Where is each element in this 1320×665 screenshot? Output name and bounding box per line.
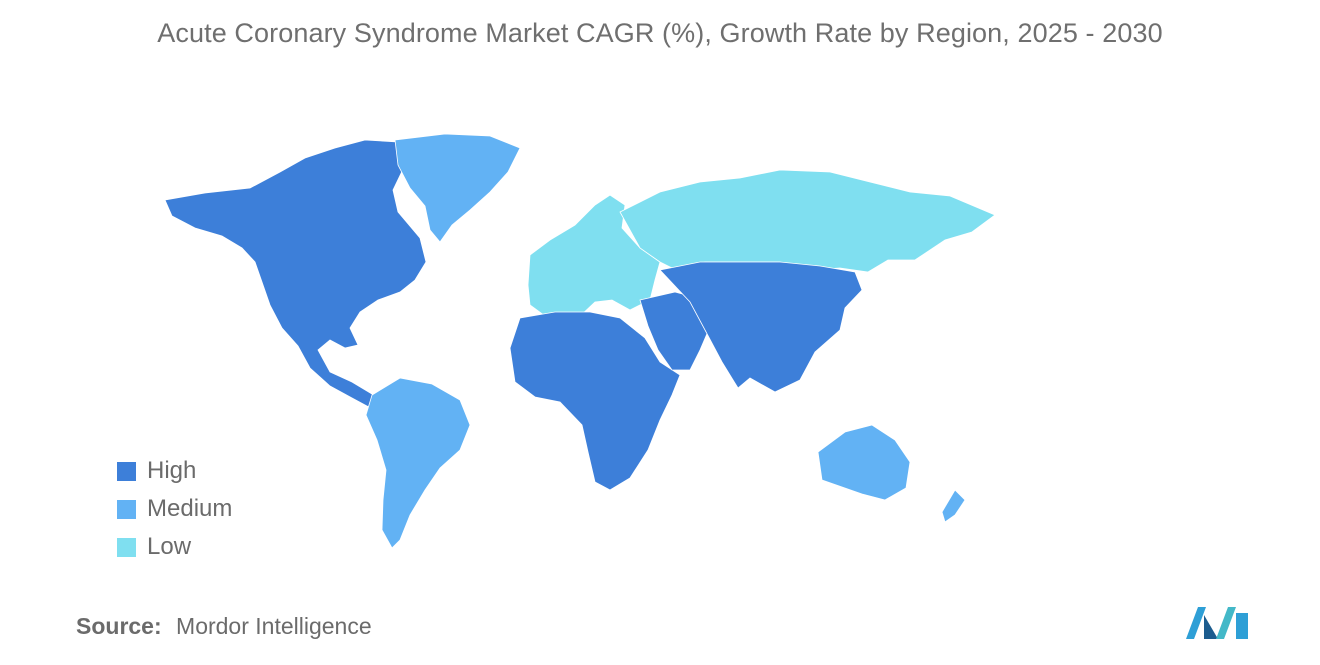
source-value: Mordor Intelligence [176,613,372,639]
region-africa [509,311,681,491]
source-note: Source: Mordor Intelligence [76,613,372,640]
legend-label-low: Low [147,533,192,560]
map-legend: High Medium Low [117,452,232,566]
region-new-zealand [941,489,966,523]
legend-label-medium: Medium [147,495,233,522]
region-australia [817,424,911,501]
legend-item: High [117,452,232,490]
source-label: Source: [76,613,162,639]
region-asia [659,261,863,393]
region-russia [619,169,996,273]
legend-swatch-medium [117,499,136,519]
legend-label-high: High [147,457,197,484]
legend-swatch-high [117,461,136,481]
legend-swatch-low [117,537,136,557]
mordor-intelligence-logo [1186,607,1248,639]
region-north-america [164,139,427,413]
chart-title: Acute Coronary Syndrome Market CAGR (%),… [157,18,1163,48]
region-south-america [365,377,471,549]
region-greenland [394,133,521,243]
legend-item: Low [117,528,232,566]
legend-item: Medium [117,490,232,528]
